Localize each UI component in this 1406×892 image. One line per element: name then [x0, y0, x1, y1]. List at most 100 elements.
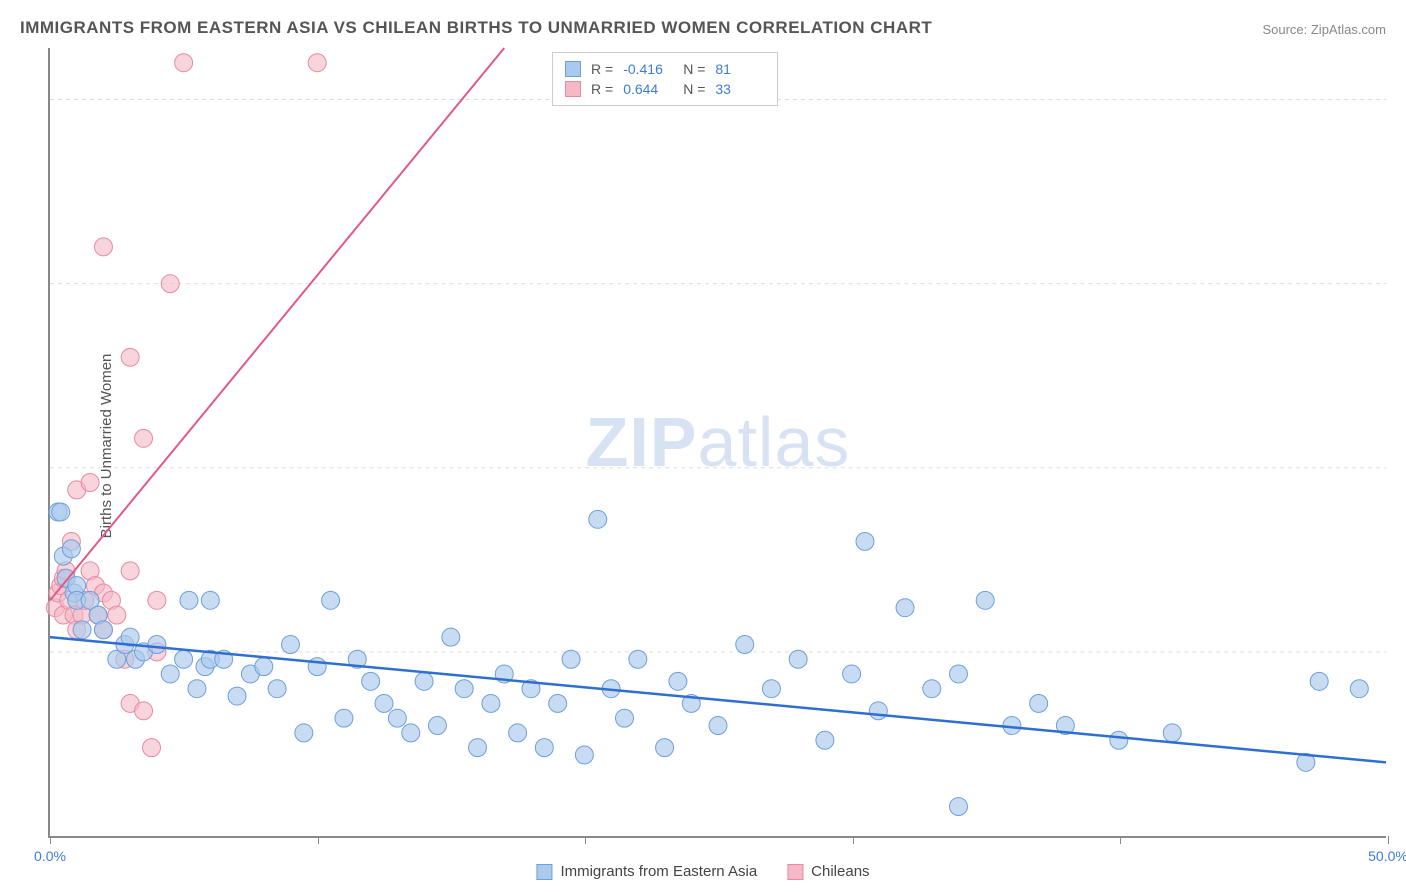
- stats-legend: R = -0.416 N = 81 R = 0.644 N = 33: [552, 52, 778, 106]
- scatter-point: [180, 591, 198, 609]
- scatter-point: [175, 54, 193, 72]
- scatter-point: [308, 658, 326, 676]
- x-tick: [585, 836, 586, 844]
- legend-item-1: Chileans: [787, 863, 869, 880]
- scatter-point: [161, 275, 179, 293]
- scatter-point: [175, 650, 193, 668]
- scatter-point: [562, 650, 580, 668]
- scatter-point: [375, 694, 393, 712]
- scatter-point: [843, 665, 861, 683]
- scatter-point: [976, 591, 994, 609]
- x-tick: [1120, 836, 1121, 844]
- scatter-point: [388, 709, 406, 727]
- x-tick: [50, 836, 51, 844]
- scatter-point: [135, 429, 153, 447]
- x-tick-label: 50.0%: [1368, 848, 1406, 864]
- scatter-point: [949, 665, 967, 683]
- scatter-point: [201, 591, 219, 609]
- correlation-chart: IMMIGRANTS FROM EASTERN ASIA VS CHILEAN …: [0, 0, 1406, 892]
- scatter-point: [656, 739, 674, 757]
- scatter-point: [1163, 724, 1181, 742]
- scatter-point: [589, 510, 607, 528]
- r-value-0: -0.416: [623, 61, 673, 77]
- scatter-point: [402, 724, 420, 742]
- trend-line: [50, 637, 1386, 762]
- scatter-point: [1030, 694, 1048, 712]
- chart-title: IMMIGRANTS FROM EASTERN ASIA VS CHILEAN …: [20, 18, 932, 38]
- legend-label-0: Immigrants from Eastern Asia: [560, 863, 757, 880]
- source-value: ZipAtlas.com: [1311, 22, 1386, 37]
- plot-area: ZIPatlas 25.0%50.0%75.0%100.0% 0.0%50.0%: [48, 48, 1386, 838]
- source-label: Source:: [1262, 22, 1310, 37]
- legend-swatch-pink: [787, 864, 803, 880]
- scatter-point: [308, 54, 326, 72]
- scatter-point: [629, 650, 647, 668]
- scatter-point: [108, 606, 126, 624]
- scatter-point: [121, 348, 139, 366]
- scatter-point: [856, 532, 874, 550]
- trend-line: [50, 48, 504, 600]
- scatter-point: [281, 636, 299, 654]
- stats-row-0: R = -0.416 N = 81: [565, 59, 765, 79]
- scatter-point: [135, 702, 153, 720]
- scatter-point: [442, 628, 460, 646]
- scatter-point: [896, 599, 914, 617]
- n-value-0: 81: [715, 61, 765, 77]
- scatter-point: [295, 724, 313, 742]
- scatter-point: [428, 717, 446, 735]
- scatter-point: [81, 474, 99, 492]
- r-label: R =: [591, 81, 613, 97]
- scatter-point: [322, 591, 340, 609]
- series-legend: Immigrants from Eastern Asia Chileans: [536, 863, 869, 880]
- scatter-point: [1110, 731, 1128, 749]
- scatter-point: [94, 621, 112, 639]
- legend-item-0: Immigrants from Eastern Asia: [536, 863, 757, 880]
- x-tick: [1388, 836, 1389, 844]
- scatter-point: [121, 562, 139, 580]
- scatter-point: [949, 798, 967, 816]
- scatter-point: [148, 591, 166, 609]
- scatter-point: [669, 672, 687, 690]
- r-label: R =: [591, 61, 613, 77]
- scatter-point: [869, 702, 887, 720]
- scatter-point: [1310, 672, 1328, 690]
- scatter-point: [762, 680, 780, 698]
- scatter-point: [188, 680, 206, 698]
- plot-inner: ZIPatlas 25.0%50.0%75.0%100.0% 0.0%50.0%: [48, 48, 1386, 838]
- scatter-point: [736, 636, 754, 654]
- scatter-point: [415, 672, 433, 690]
- scatter-point: [94, 238, 112, 256]
- scatter-point: [143, 739, 161, 757]
- stats-swatch-blue: [565, 61, 581, 77]
- scatter-point: [228, 687, 246, 705]
- scatter-point: [923, 680, 941, 698]
- scatter-point: [469, 739, 487, 757]
- legend-swatch-blue: [536, 864, 552, 880]
- scatter-point: [789, 650, 807, 668]
- scatter-point: [482, 694, 500, 712]
- x-tick-label: 0.0%: [34, 848, 66, 864]
- scatter-point: [148, 636, 166, 654]
- scatter-point: [62, 540, 80, 558]
- x-tick: [318, 836, 319, 844]
- scatter-point: [362, 672, 380, 690]
- scatter-point: [549, 694, 567, 712]
- scatter-point: [335, 709, 353, 727]
- scatter-point: [268, 680, 286, 698]
- n-label: N =: [683, 61, 705, 77]
- scatter-point: [73, 621, 91, 639]
- n-value-1: 33: [715, 81, 765, 97]
- scatter-point: [509, 724, 527, 742]
- scatter-svg: [50, 48, 1386, 836]
- scatter-point: [615, 709, 633, 727]
- scatter-point: [161, 665, 179, 683]
- legend-label-1: Chileans: [811, 863, 869, 880]
- stats-row-1: R = 0.644 N = 33: [565, 79, 765, 99]
- scatter-point: [52, 503, 70, 521]
- r-value-1: 0.644: [623, 81, 673, 97]
- n-label: N =: [683, 81, 705, 97]
- chart-source: Source: ZipAtlas.com: [1262, 22, 1386, 37]
- scatter-point: [255, 658, 273, 676]
- scatter-point: [575, 746, 593, 764]
- scatter-point: [709, 717, 727, 735]
